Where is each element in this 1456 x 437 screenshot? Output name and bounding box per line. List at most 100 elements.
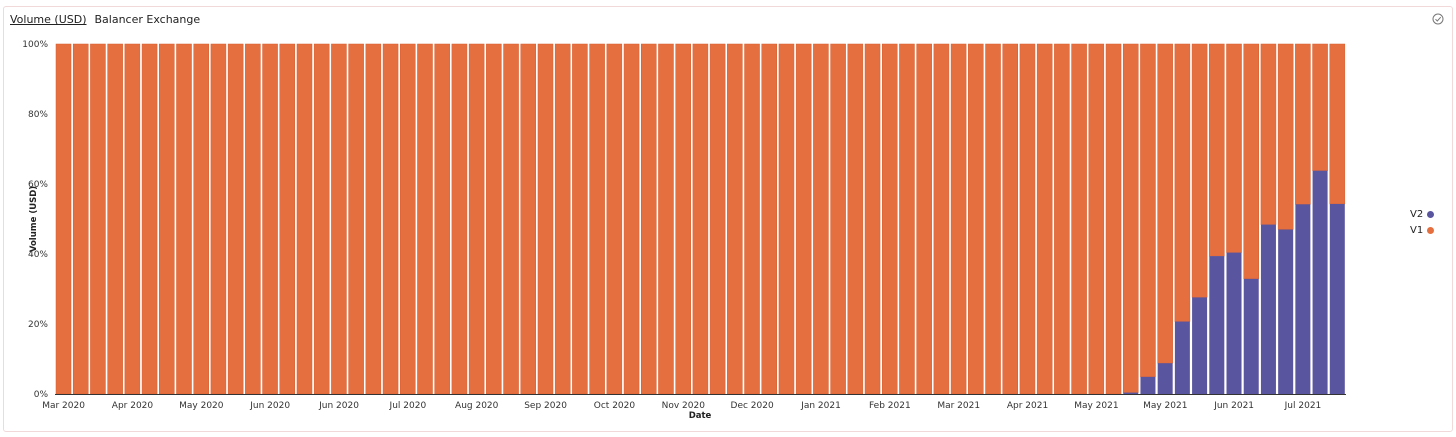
bar-v1[interactable] — [658, 43, 674, 395]
bar-v1[interactable] — [348, 43, 364, 395]
bar-v1[interactable] — [675, 43, 691, 395]
bar-v2[interactable] — [1278, 229, 1294, 395]
bar-v1[interactable] — [881, 43, 898, 395]
bar-v1[interactable] — [382, 43, 399, 395]
bar-v1[interactable] — [1002, 43, 1018, 395]
y-tick-label: 60% — [28, 180, 48, 190]
bar-v1[interactable] — [864, 43, 881, 395]
bar-v1[interactable] — [692, 43, 709, 395]
bar-v1[interactable] — [1019, 43, 1036, 395]
bar-v1[interactable] — [1122, 43, 1139, 393]
bar-v1[interactable] — [933, 43, 950, 395]
bar-v1[interactable] — [641, 43, 657, 395]
bar-v1[interactable] — [176, 43, 192, 395]
bar-v1[interactable] — [847, 43, 864, 395]
bar-v2[interactable] — [1226, 252, 1242, 394]
bar-v1[interactable] — [1260, 43, 1277, 225]
bar-v1[interactable] — [417, 43, 433, 395]
bar-v1[interactable] — [830, 43, 846, 395]
bar-v2[interactable] — [1174, 321, 1190, 394]
bar-v1[interactable] — [1209, 43, 1225, 257]
bar-v1[interactable] — [296, 43, 313, 395]
bar-v1[interactable] — [1191, 43, 1208, 298]
bar-v1[interactable] — [107, 43, 123, 395]
bar-v1[interactable] — [124, 43, 141, 395]
bar-v1[interactable] — [916, 43, 932, 395]
legend-item-v1[interactable]: V1 — [1410, 222, 1435, 238]
bar-v1[interactable] — [709, 43, 726, 395]
bar-v2[interactable] — [1157, 363, 1173, 394]
bar-v2[interactable] — [1140, 376, 1156, 394]
bar-v1[interactable] — [1105, 43, 1122, 395]
bar-v1[interactable] — [606, 43, 623, 395]
legend-item-v2[interactable]: V2 — [1410, 206, 1435, 222]
bar-v1[interactable] — [262, 43, 278, 395]
check-circle-icon[interactable] — [1432, 13, 1444, 25]
bar-v2[interactable] — [1329, 203, 1345, 394]
x-tick-label: Apr 2021 — [1007, 401, 1048, 411]
bar-v1[interactable] — [193, 43, 209, 395]
bar-v1[interactable] — [1243, 43, 1259, 280]
bar-v1[interactable] — [141, 43, 158, 395]
bar-v1[interactable] — [313, 43, 330, 395]
bar-v1[interactable] — [1277, 43, 1294, 230]
bar-v1[interactable] — [1312, 43, 1328, 171]
y-tick-label: 100% — [22, 40, 48, 50]
bar-v1[interactable] — [1071, 43, 1087, 395]
bar-v1[interactable] — [1140, 43, 1156, 378]
bar-v1[interactable] — [761, 43, 778, 395]
x-tick-label: Jun 2020 — [249, 401, 290, 411]
bar-v1[interactable] — [1088, 43, 1105, 395]
bar-v1[interactable] — [537, 43, 554, 395]
bar-v1[interactable] — [503, 43, 519, 395]
bar-v1[interactable] — [72, 43, 89, 395]
bar-v1[interactable] — [554, 43, 571, 395]
bar-v2[interactable] — [1192, 297, 1208, 394]
bar-v1[interactable] — [520, 43, 537, 395]
bar-v1[interactable] — [451, 43, 468, 395]
bar-v1[interactable] — [486, 43, 502, 395]
bar-v1[interactable] — [795, 43, 812, 395]
bar-v1[interactable] — [572, 43, 588, 395]
bar-v2[interactable] — [1295, 204, 1311, 394]
bar-v1[interactable] — [813, 43, 829, 395]
bar-v1[interactable] — [90, 43, 106, 395]
bar-v1[interactable] — [899, 43, 915, 395]
bar-v1[interactable] — [1054, 43, 1070, 395]
bar-v1[interactable] — [623, 43, 640, 395]
bar-v1[interactable] — [279, 43, 296, 395]
bar-v1[interactable] — [468, 43, 485, 395]
bar-v1[interactable] — [159, 43, 175, 395]
bar-v1[interactable] — [727, 43, 743, 395]
bar-v1[interactable] — [985, 43, 1001, 395]
bar-v2[interactable] — [1243, 278, 1259, 394]
bar-v1[interactable] — [434, 43, 450, 395]
bar-v1[interactable] — [1174, 43, 1191, 322]
bar-v1[interactable] — [331, 43, 347, 395]
bar-v1[interactable] — [245, 43, 261, 395]
bar-v1[interactable] — [1157, 43, 1173, 364]
bar-v1[interactable] — [55, 43, 72, 395]
bar-v1[interactable] — [744, 43, 760, 395]
legend-swatch — [1427, 210, 1435, 218]
bar-v1[interactable] — [778, 43, 795, 395]
metric-label[interactable]: Volume (USD) — [10, 13, 87, 26]
x-tick-label: Apr 2020 — [112, 401, 154, 411]
bar-v2[interactable] — [1312, 170, 1328, 394]
bar-v1[interactable] — [365, 43, 382, 395]
bar-v1[interactable] — [210, 43, 227, 395]
bar-v1[interactable] — [400, 43, 416, 395]
bar-v2[interactable] — [1260, 224, 1276, 394]
bar-v1[interactable] — [1226, 43, 1242, 253]
bar-v1[interactable] — [968, 43, 984, 395]
legend-label: V2 — [1410, 208, 1424, 220]
bar-v2[interactable] — [1209, 256, 1225, 394]
bar-v1[interactable] — [1036, 43, 1053, 395]
bar-v1[interactable] — [227, 43, 244, 395]
x-tick-label: Jun 2020 — [318, 401, 359, 411]
bar-v1[interactable] — [589, 43, 605, 395]
bar-v2[interactable] — [1123, 392, 1139, 394]
bar-v1[interactable] — [1295, 43, 1311, 205]
bar-v1[interactable] — [1329, 43, 1346, 205]
bar-v1[interactable] — [950, 43, 967, 395]
